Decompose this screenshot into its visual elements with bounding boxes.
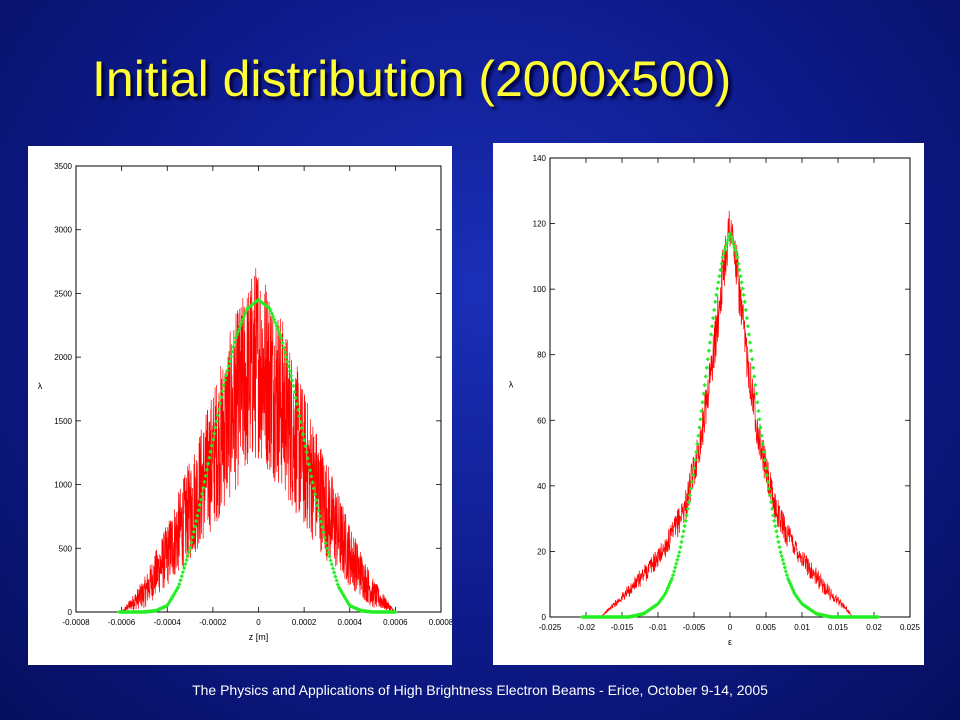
x-axis-label: ε [728,637,732,647]
y-tick-label: 3500 [54,162,72,171]
x-tick-label: 0.015 [828,623,849,632]
series-fit-markers [117,298,398,614]
x-tick-label: 0 [256,618,261,627]
y-tick-label: 500 [59,544,73,553]
x-tick-label: -0.0002 [199,618,227,627]
x-tick-label: 0.02 [866,623,882,632]
x-tick-label: -0.025 [539,623,562,632]
y-tick-label: 100 [533,285,547,294]
y-tick-label: 0 [542,613,547,622]
chart-panel-right: -0.025 -0.02 -0.015 -0.01 -0.005 0 0.005 0.01 0.… [493,143,924,665]
y-tick-label: 2000 [54,353,72,362]
series-fit-markers [580,231,880,619]
x-tick-label: -0.01 [649,623,668,632]
y-tick-label: 0 [68,608,73,617]
x-axis-label: z [m] [249,632,269,642]
x-tick-label: 0.0006 [383,618,408,627]
x-tick-label: -0.005 [683,623,706,632]
x-tick-label: -0.0004 [154,618,182,627]
y-tick-label: 20 [537,547,546,556]
x-tick-label: -0.015 [611,623,634,632]
series-noisy-line [121,268,396,613]
y-tick-label: 1500 [54,417,72,426]
slide-title: Initial distribution (2000x500) [92,51,732,107]
y-tick-label: 40 [537,482,546,491]
y-tick-label: 1000 [54,481,72,490]
y-tick-label: 60 [537,416,546,425]
x-tick-label: 0.025 [900,623,921,632]
x-tick-label: 0.0004 [338,618,363,627]
slide-footer: The Physics and Applications of High Bri… [192,682,768,698]
x-tick-label: 0 [728,623,733,632]
plot-frame [549,157,911,618]
series-noisy-line [600,210,853,618]
x-tick-label: 0.0002 [292,618,317,627]
x-tick-label: 0.0008 [429,618,452,627]
y-tick-label: 3000 [54,226,72,235]
x-tick-label: -0.02 [577,623,596,632]
x-tick-label: -0.0008 [62,618,90,627]
y-axis-label: λ [38,381,43,391]
x-tick-label: -0.0006 [108,618,136,627]
y-tick-label: 140 [533,154,547,163]
y-tick-label: 80 [537,351,546,360]
chart-left: -0.0008 -0.0006 -0.0004 -0.0002 0 0.0002 0.000… [38,162,452,642]
y-tick-label: 2500 [54,289,72,298]
x-tick-label: 0.01 [794,623,810,632]
chart-panel-left: -0.0008 -0.0006 -0.0004 -0.0002 0 0.0002 0.000… [28,146,452,665]
x-tick-label: 0.005 [756,623,777,632]
y-tick-label: 120 [533,220,547,229]
chart-right: -0.025 -0.02 -0.015 -0.01 -0.005 0 0.005 0.01 0.… [509,154,921,647]
y-axis-label: λ [509,380,514,390]
